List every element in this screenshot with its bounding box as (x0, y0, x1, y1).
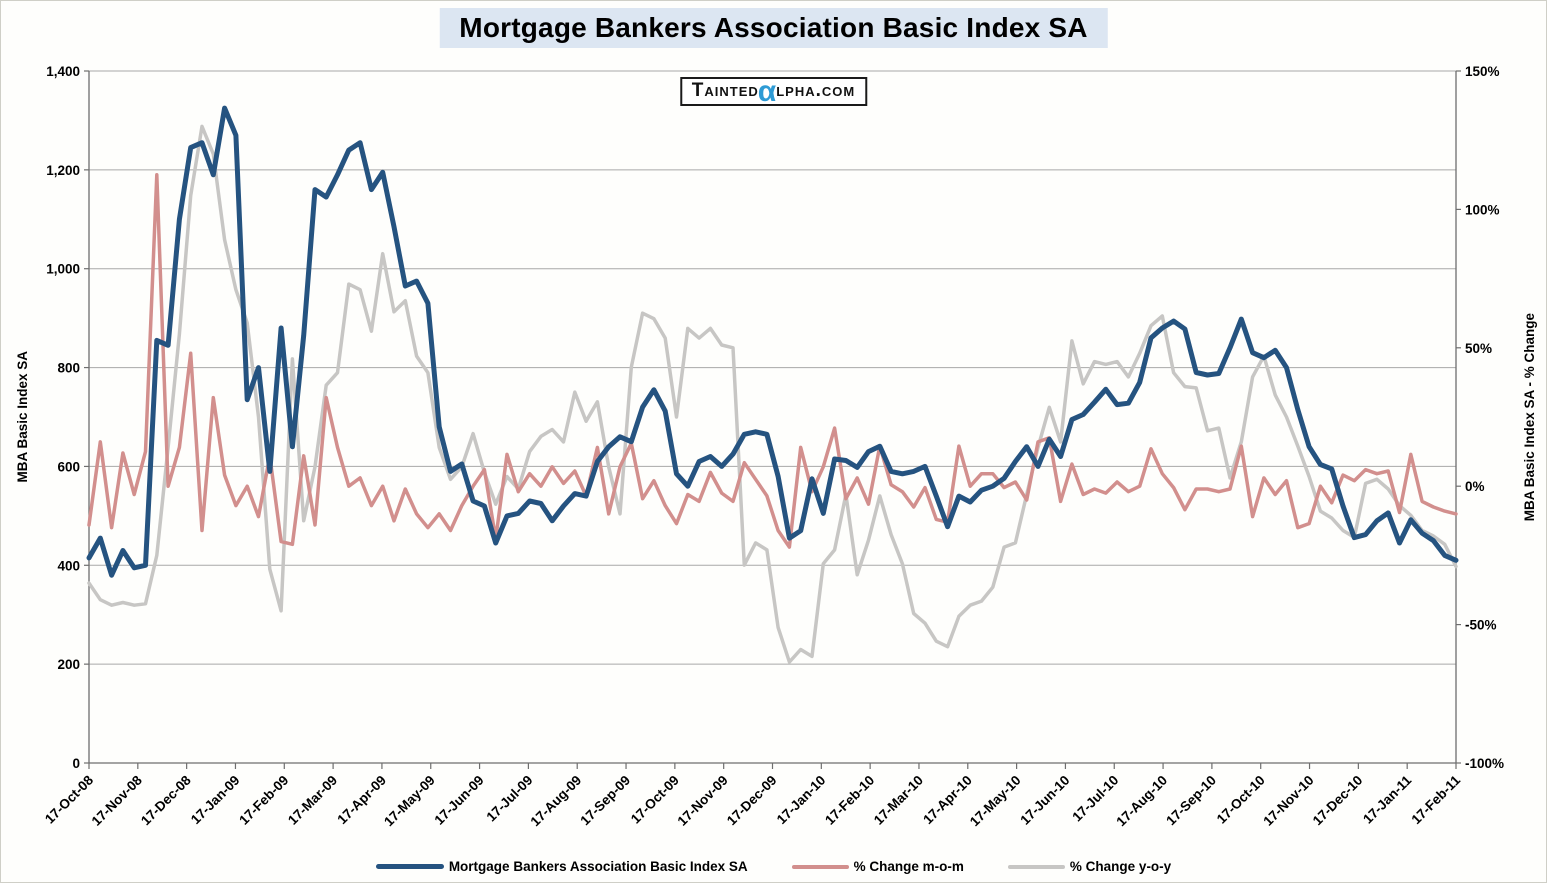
y-right-tick-label: -50% (1465, 618, 1497, 633)
legend: Mortgage Bankers Association Basic Index… (1, 859, 1546, 874)
y-right-tick-label: 50% (1465, 341, 1492, 356)
legend-key-mom-line (791, 864, 849, 869)
legend-label-mom: % Change m-o-m (853, 859, 964, 874)
x-tick-label: 17-Sep-10 (1163, 773, 1219, 829)
x-tick-label: 17-May-09 (381, 773, 438, 830)
x-tick-label: 17-Aug-10 (1113, 773, 1170, 830)
x-tick-label: 17-Dec-08 (138, 772, 194, 828)
x-tick-label: 17-Mar-10 (871, 773, 926, 828)
y-right-tick-label: 150% (1465, 64, 1500, 79)
legend-label-yoy: % Change y-o-y (1069, 859, 1172, 874)
x-tick-label: 17-Feb-10 (822, 773, 877, 828)
x-tick-label: 17-Nov-09 (675, 773, 731, 829)
x-tick-label: 17-Jun-09 (432, 773, 487, 828)
x-tick-label: 17-Sep-09 (577, 773, 633, 829)
y-axis-right-title: MBA Basic Index SA - % Change (1520, 71, 1538, 763)
x-tick-label: 17-Nov-10 (1260, 773, 1316, 829)
series-line-yoy (87, 124, 1458, 664)
x-tick-label: 17-Dec-09 (724, 773, 780, 829)
y-left-tick-label: 1,400 (46, 64, 80, 79)
legend-key-yoy-line (1007, 864, 1065, 869)
x-tick-label: 17-Feb-11 (1408, 772, 1463, 827)
legend-item-mom: % Change m-o-m (791, 859, 964, 874)
x-tick-label: 17-Jan-09 (188, 773, 243, 828)
x-tick-label: 17-Feb-09 (236, 773, 291, 828)
y-left-tick-label: 600 (57, 459, 80, 474)
y-left-tick-label: 1,000 (46, 262, 80, 277)
logo-text-before: Tainted (691, 80, 759, 101)
x-tick-label: 17-Dec-10 (1310, 773, 1366, 829)
y-axis-left-title-text: MBA Basic Index SA (14, 351, 30, 483)
y-left-tick-label: 1,200 (46, 163, 80, 178)
y-axis-right-title-text: MBA Basic Index SA - % Change (1521, 312, 1537, 522)
x-tick-label: 17-Aug-09 (528, 773, 585, 830)
legend-key-index-line (375, 864, 444, 869)
y-left-tick-label: 400 (57, 558, 80, 573)
y-left-tick-label: 200 (57, 657, 80, 672)
legend-item-index: Mortgage Bankers Association Basic Index… (375, 859, 748, 874)
x-tick-label: 17-May-10 (967, 773, 1024, 830)
x-tick-label: 17-Jan-10 (774, 773, 829, 828)
y-left-tick-label: 0 (72, 756, 80, 771)
series-line-mom (87, 173, 1458, 549)
y-left-tick-label: 800 (57, 361, 80, 376)
series-line-index (86, 105, 1459, 578)
tainted-alpha-logo: Taintedαlpha.com (679, 77, 868, 107)
x-tick-label: 17-Jul-10 (1069, 773, 1121, 825)
y-right-tick-label: 100% (1465, 202, 1500, 217)
x-tick-label: 17-Nov-08 (89, 772, 146, 829)
x-tick-label: 17-Mar-09 (285, 773, 340, 828)
y-right-tick-label: -100% (1465, 756, 1504, 771)
x-tick-label: 17-Jul-09 (484, 773, 536, 825)
chart-title: Mortgage Bankers Association Basic Index… (439, 8, 1108, 48)
legend-item-yoy: % Change y-o-y (1007, 859, 1172, 874)
legend-label-index: Mortgage Bankers Association Basic Index… (448, 859, 748, 874)
y-axis-left-title: MBA Basic Index SA (13, 71, 31, 763)
y-right-tick-label: 0% (1465, 479, 1485, 494)
logo-text-after: lpha.com (776, 80, 856, 101)
x-tick-label: 17-Jan-11 (1360, 772, 1414, 826)
x-tick-label: 17-Jun-10 (1017, 773, 1072, 828)
